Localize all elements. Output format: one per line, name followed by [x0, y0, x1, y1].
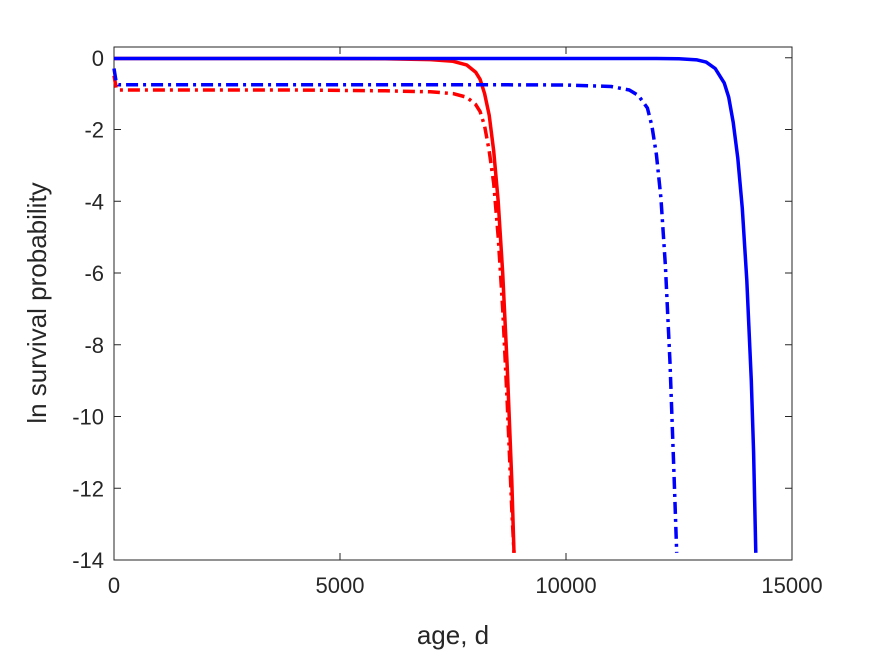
y-tick-label: -4 [84, 189, 104, 214]
series-line-blue-dashdot [112, 68, 679, 553]
x-tick-label: 0 [108, 573, 120, 598]
y-axis-label: ln survival probability [22, 182, 52, 423]
y-tick-label: -12 [72, 476, 104, 501]
plot-area [113, 46, 793, 561]
x-tick-label: 10000 [535, 573, 596, 598]
x-axis-label: age, d [417, 620, 489, 650]
y-tick-label: -2 [84, 118, 104, 143]
y-tick-label: 0 [92, 46, 104, 71]
y-tick-label: -6 [84, 261, 104, 286]
y-tick-label: -10 [72, 405, 104, 430]
axis-ticks: 0 5000 10000 15000 0 -2 -4 -6 -8 -10 -12 -14 [72, 46, 822, 598]
series-line-blue-solid [114, 56, 758, 553]
series-layer [112, 56, 758, 553]
y-tick-label: -14 [72, 548, 104, 573]
x-tick-label: 5000 [316, 573, 365, 598]
y-tick-label: -8 [84, 333, 104, 358]
series-line-red-dashdot [112, 75, 516, 553]
x-tick-label: 15000 [761, 573, 822, 598]
